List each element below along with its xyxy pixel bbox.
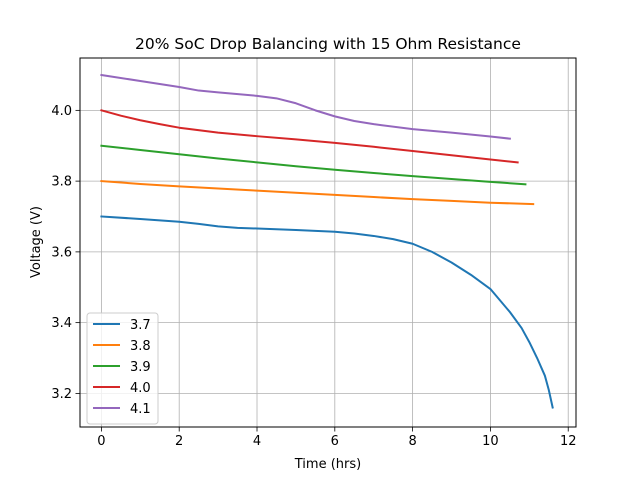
- legend-label: 3.9: [130, 360, 151, 375]
- x-axis-ticks: 0 2 4 6 8 10 12: [97, 427, 576, 449]
- series-line-4.0: [100, 109, 519, 164]
- x-tick-label: 2: [175, 434, 183, 449]
- series-line-3.8: [100, 180, 535, 206]
- series-line-3.7: [100, 215, 554, 409]
- x-tick-label: 8: [408, 434, 416, 449]
- legend-label: 3.8: [130, 339, 151, 354]
- y-tick-label: 3.2: [51, 387, 72, 402]
- x-tick-label: 6: [331, 434, 339, 449]
- plot-frame: [79, 57, 577, 428]
- legend: 3.7 3.8 3.9 4.0 4.1: [86, 312, 159, 425]
- legend-box: [86, 312, 159, 425]
- series-line-4.1: [100, 73, 511, 140]
- legend-label: 4.1: [130, 402, 151, 417]
- y-axis-ticks: 3.2 3.4 3.6 3.8 4.0: [51, 104, 80, 402]
- y-tick-label: 3.6: [51, 245, 72, 260]
- y-tick-label: 3.4: [51, 316, 72, 331]
- y-axis-label: Voltage (V): [29, 206, 44, 278]
- y-tick-label: 3.8: [51, 175, 72, 190]
- legend-label: 4.0: [130, 381, 151, 396]
- x-tick-label: 4: [253, 434, 261, 449]
- x-tick-label: 10: [482, 434, 499, 449]
- y-tick-label: 4.0: [51, 104, 72, 119]
- x-axis-label: Time (hrs): [294, 457, 361, 472]
- chart-title: 20% SoC Drop Balancing with 15 Ohm Resis…: [135, 35, 521, 53]
- legend-label: 3.7: [130, 318, 151, 333]
- series-line-3.9: [100, 144, 527, 186]
- x-tick-label: 12: [560, 434, 577, 449]
- x-tick-label: 0: [97, 434, 105, 449]
- series-lines: [100, 73, 554, 409]
